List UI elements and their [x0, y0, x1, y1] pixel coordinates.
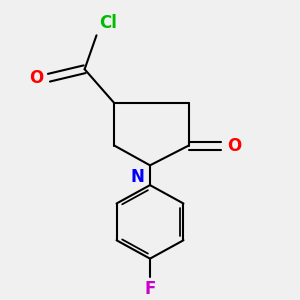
Text: Cl: Cl: [100, 14, 117, 32]
Text: N: N: [130, 168, 144, 186]
Text: O: O: [227, 136, 242, 154]
Text: F: F: [144, 280, 156, 298]
Text: O: O: [29, 69, 43, 87]
